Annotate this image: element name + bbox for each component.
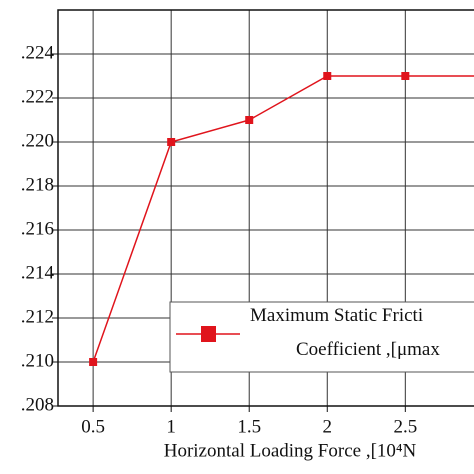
y-tick-label: .222 [21, 86, 54, 107]
y-tick-label: .216 [21, 218, 54, 239]
x-tick-label: 2 [323, 416, 333, 437]
x-tick-label: 1 [166, 416, 176, 437]
data-line [92, 75, 474, 363]
legend-box [169, 301, 474, 373]
x-axis-label: Horizontal Loading Force ,[10⁴N [164, 440, 417, 461]
legend-marker [201, 326, 216, 342]
data-point [89, 358, 98, 366]
plot-frame [57, 9, 474, 407]
y-tick-label: .210 [21, 350, 54, 371]
data-point [245, 116, 254, 124]
data-point [401, 72, 410, 80]
data-point [167, 138, 176, 146]
y-tick-label: .208 [21, 394, 54, 415]
y-tick-label: .220 [21, 130, 54, 151]
x-tick-label: 0.5 [81, 416, 105, 437]
x-tick-label: 1.5 [237, 416, 261, 437]
y-tick-label: .218 [21, 174, 54, 195]
data-point [323, 72, 332, 80]
x-tick-label: 2.5 [393, 416, 417, 437]
y-tick-label: .212 [21, 306, 54, 327]
legend-label: Maximum Static Fricti Coefficient ,[μmax [250, 305, 440, 360]
y-tick-label: .214 [21, 262, 55, 283]
y-tick-label: .224 [21, 42, 55, 63]
